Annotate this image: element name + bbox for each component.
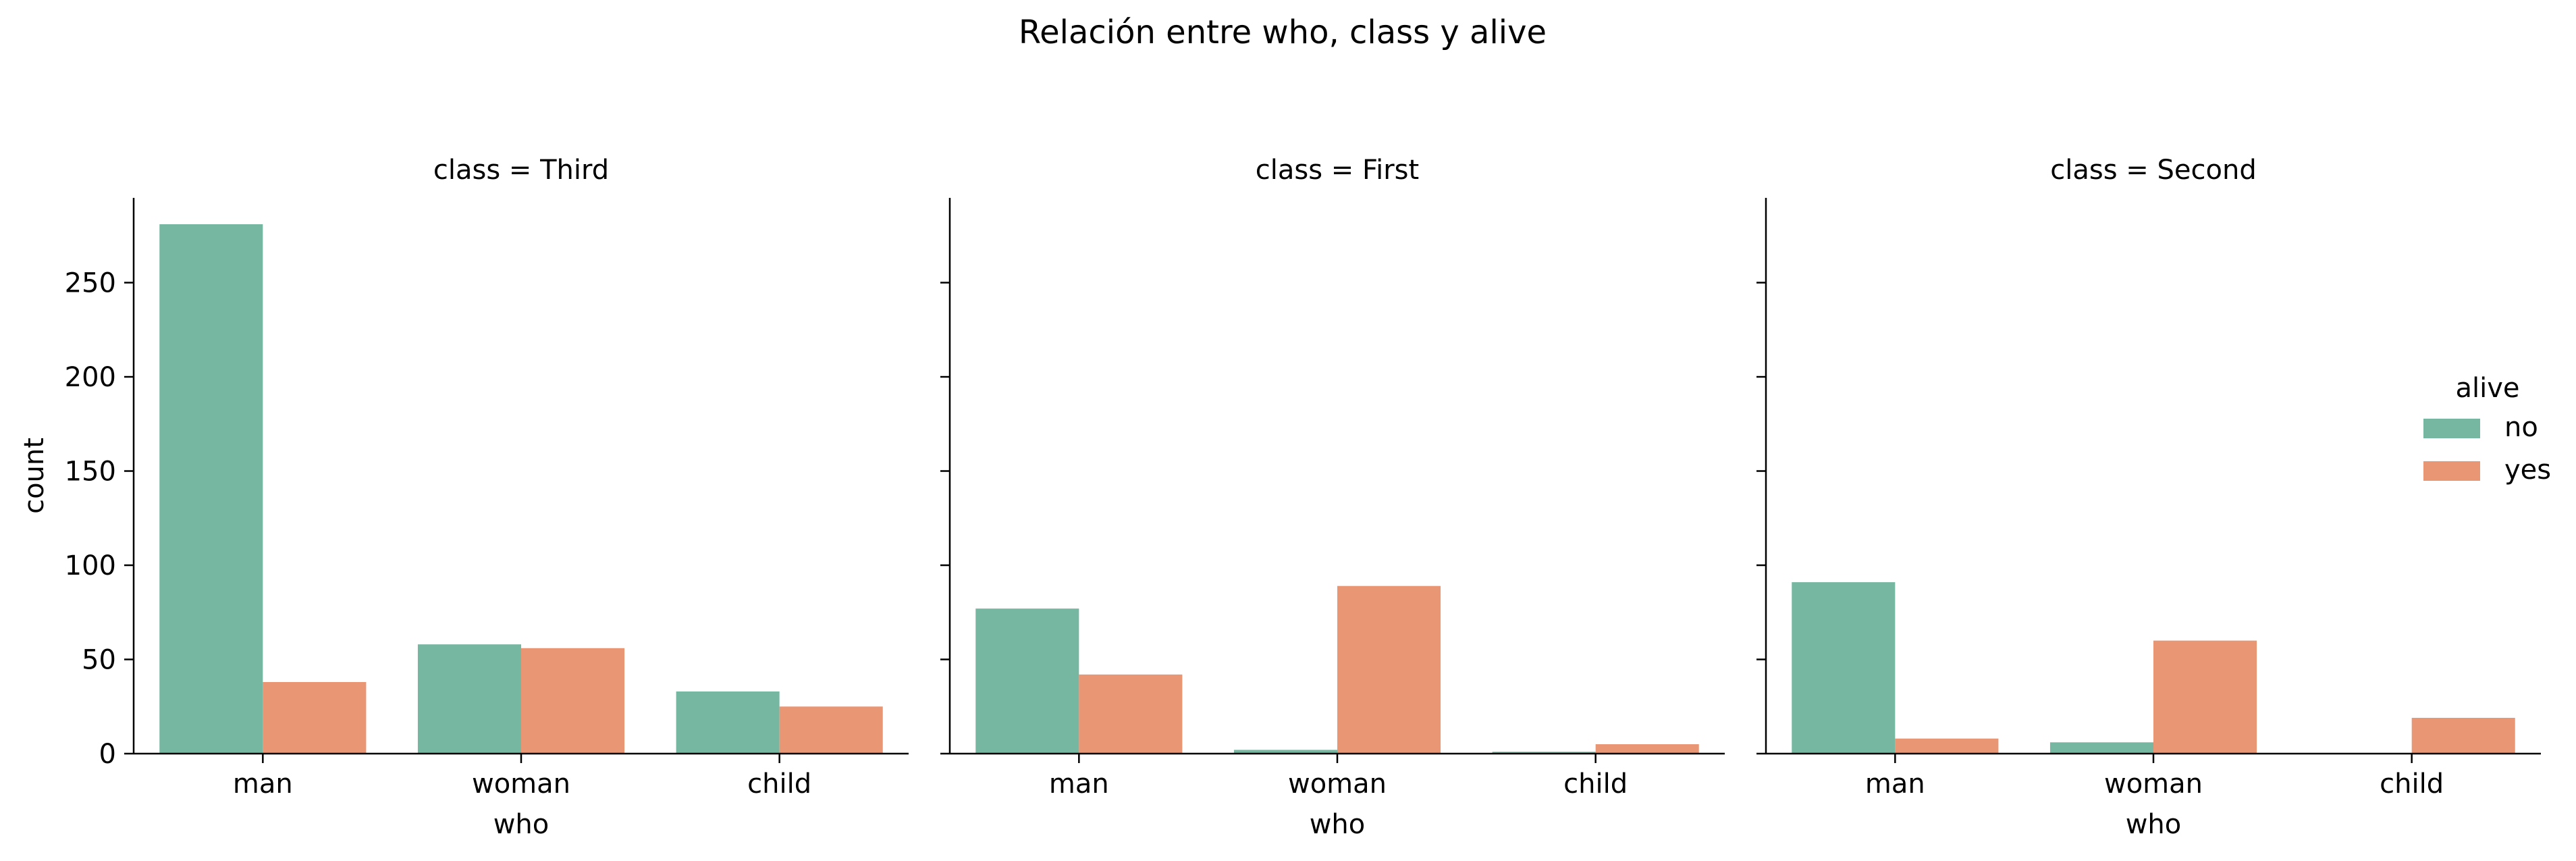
panel-title: class = First [1256, 155, 1419, 186]
bar-yes-man [1895, 738, 1999, 754]
panel-title: class = Third [433, 155, 609, 186]
y-tick-label: 200 [65, 362, 116, 393]
panel-1: class = Third 0 50 100 150 200 250 man woman chil… [65, 155, 909, 840]
legend-label-no: no [2504, 412, 2538, 443]
bar-yes-child [2411, 717, 2515, 754]
y-tick-label: 50 [82, 645, 116, 676]
x-axis-label: who [1310, 809, 1366, 840]
x-tick-label: child [747, 768, 811, 800]
legend-title: alive [2455, 373, 2519, 404]
bar-yes-woman [2153, 640, 2257, 754]
y-tick-label: 100 [65, 550, 116, 581]
legend: alive no yes [2423, 373, 2551, 486]
panel-title: class = Second [2050, 155, 2256, 186]
bar-no-child [1492, 752, 1596, 754]
bar-no-woman [1233, 750, 1337, 754]
panel-2: class = First man woman child who [940, 155, 1725, 840]
bar-no-child [676, 691, 780, 754]
bar-yes-woman [521, 648, 625, 754]
x-tick-label: woman [2104, 768, 2203, 800]
bar-yes-woman [1337, 585, 1441, 754]
legend-label-yes: yes [2504, 454, 2551, 486]
x-axis-label: who [2126, 809, 2182, 840]
bar-yes-child [1595, 744, 1699, 754]
bar-yes-man [263, 681, 367, 754]
legend-swatch-yes [2423, 461, 2480, 481]
bar-no-man [159, 224, 263, 754]
y-tick-label: 250 [65, 268, 116, 299]
bar-no-woman [417, 644, 521, 754]
bar-no-man [975, 608, 1079, 754]
bar-no-woman [2049, 742, 2153, 754]
legend-swatch-no [2423, 419, 2480, 438]
x-tick-label: man [1865, 768, 1925, 800]
panel-3: class = Second man woman child who [1756, 155, 2541, 840]
y-tick-label: 150 [65, 456, 116, 488]
bar-yes-child [779, 706, 883, 754]
x-tick-label: child [2380, 768, 2444, 800]
bar-no-man [1792, 582, 1896, 754]
x-axis-label: who [493, 809, 549, 840]
chart-title: Relación entre who, class y alive [1019, 14, 1547, 51]
x-tick-label: man [1049, 768, 1109, 800]
bar-yes-man [1079, 674, 1183, 754]
y-axis-label: count [19, 438, 50, 514]
x-tick-label: woman [1288, 768, 1387, 800]
x-tick-label: child [1563, 768, 1628, 800]
x-tick-label: man [233, 768, 293, 800]
x-tick-label: woman [472, 768, 570, 800]
y-tick-label: 0 [99, 739, 116, 770]
